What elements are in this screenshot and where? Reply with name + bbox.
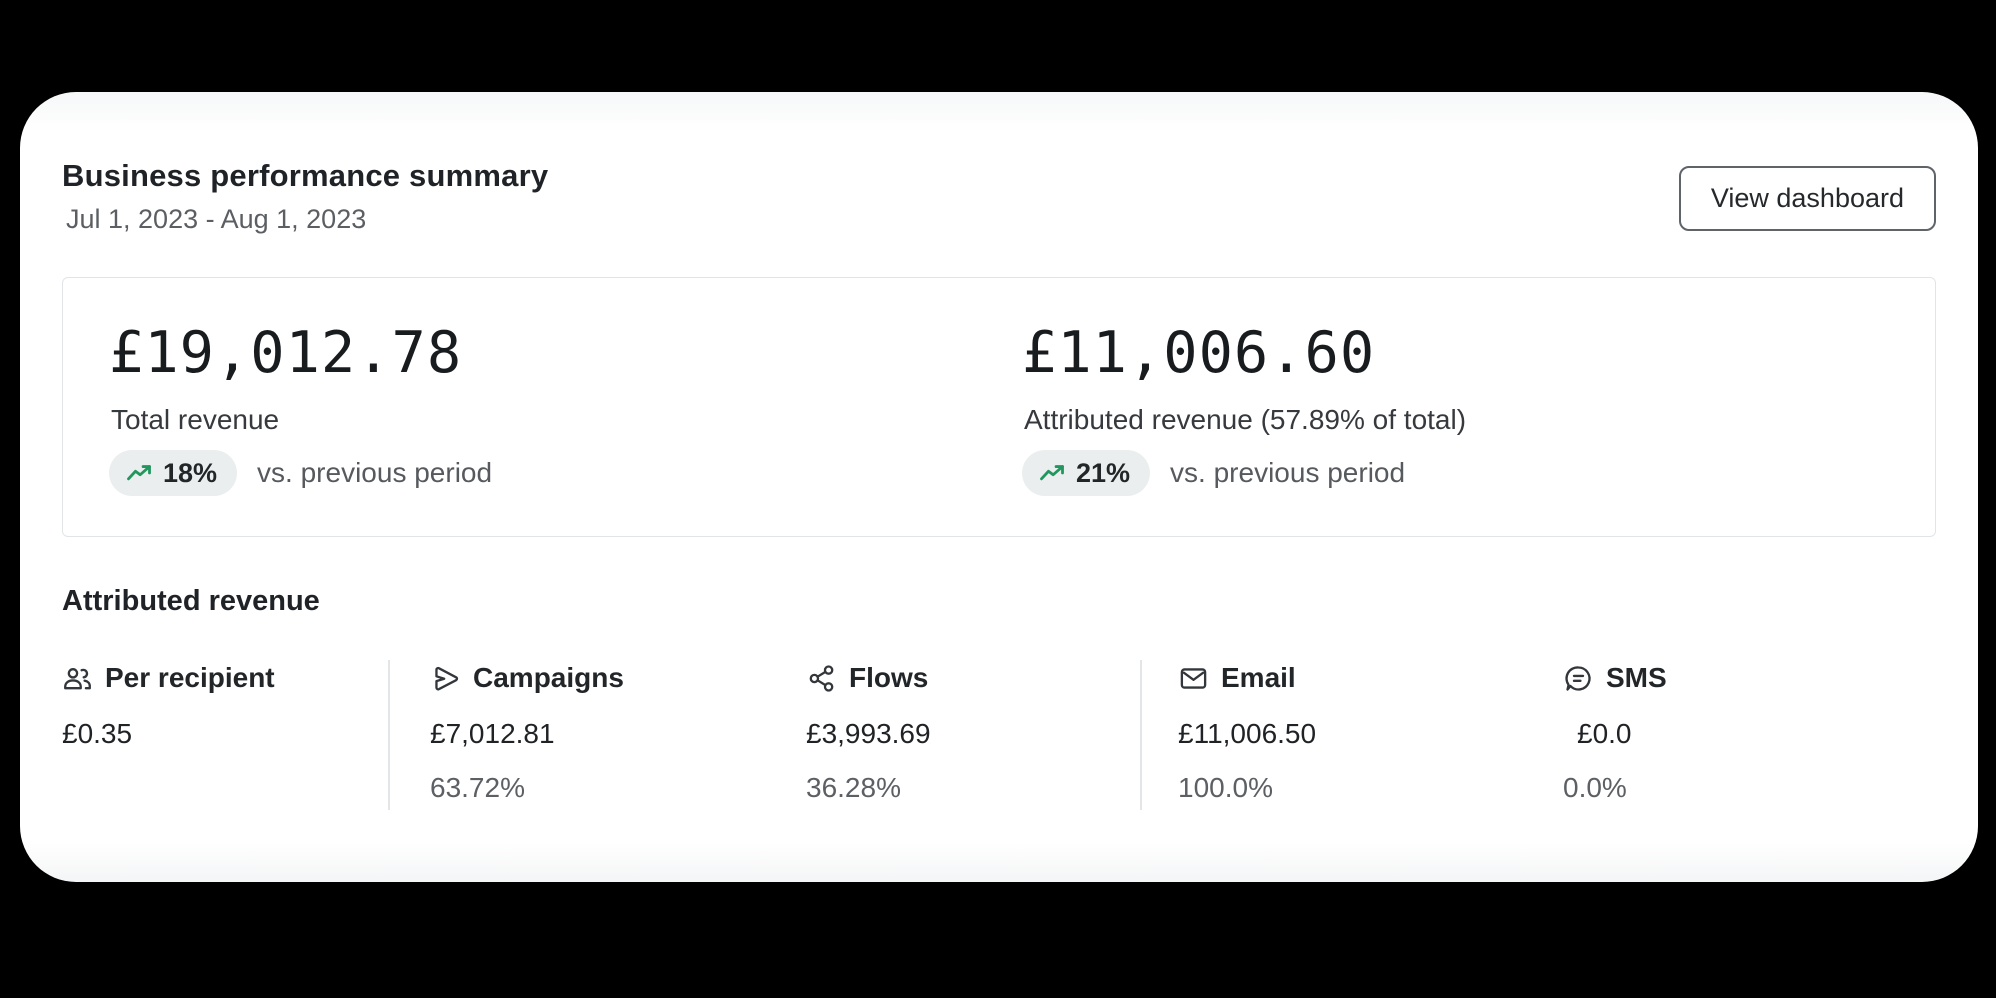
metric-percent: 0.0% (1563, 772, 1627, 803)
metric-label-row: Campaigns (430, 662, 804, 694)
metric-label-row: Email (1178, 662, 1555, 694)
metric-per-recipient: Per recipient £0.35 (62, 660, 388, 810)
metric-email: Email £11,006.50 100.0% (1142, 660, 1555, 810)
metric-value: £3,993.69 (806, 718, 931, 749)
metric-value: £7,012.81 (430, 718, 555, 749)
vertical-divider (388, 660, 390, 810)
business-performance-card: Business performance summary Jul 1, 2023… (20, 92, 1978, 882)
metric-value: £0.35 (62, 718, 133, 749)
header-text: Business performance summary Jul 1, 2023… (62, 158, 548, 235)
sms-icon (1563, 663, 1594, 694)
change-percent: 18% (163, 457, 218, 488)
attributed-revenue-amount: £11,006.60 (1022, 320, 1376, 386)
metric-label-row: Per recipient (62, 662, 388, 694)
metric-value: £0.0 (1577, 718, 1632, 749)
total-revenue-amount: £19,012.78 (109, 320, 463, 386)
metric-sms: SMS £0.0 0.0% (1555, 660, 1936, 810)
card-header: Business performance summary Jul 1, 2023… (62, 158, 1936, 235)
change-badge: 21% (1022, 450, 1151, 496)
trending-up-icon (125, 459, 153, 487)
metric-percent: 100.0% (1178, 772, 1273, 803)
flow-icon (806, 663, 837, 694)
date-range: Jul 1, 2023 - Aug 1, 2023 (66, 204, 367, 234)
metric-label: Per recipient (105, 662, 275, 693)
attributed-revenue-label: Attributed revenue (57.89% of total) (1024, 404, 1467, 435)
change-suffix: vs. previous period (1170, 457, 1406, 488)
users-icon (62, 663, 93, 694)
metric-label-row: SMS (1563, 662, 1936, 694)
metric-flows: Flows £3,993.69 36.28% (804, 660, 1140, 810)
metric-label: Flows (849, 662, 929, 693)
metric-label: SMS (1606, 662, 1667, 693)
metric-percent: 63.72% (430, 772, 525, 803)
send-icon (430, 663, 461, 694)
page-title: Business performance summary (62, 158, 549, 193)
total-revenue-metric: £19,012.78 Total revenue 18% vs. previou… (109, 320, 1022, 536)
attributed-revenue-heading: Attributed revenue (62, 585, 320, 617)
trending-up-icon (1038, 459, 1066, 487)
attributed-metrics-row: Per recipient £0.35 Campaigns £7,012.81 … (62, 660, 1936, 810)
view-dashboard-button[interactable]: View dashboard (1678, 166, 1936, 231)
metric-label-row: Flows (806, 662, 1140, 694)
metric-value: £11,006.50 (1178, 718, 1317, 749)
email-icon (1178, 663, 1209, 694)
attributed-revenue-change-row: 21% vs. previous period (1022, 450, 1935, 496)
total-revenue-change-row: 18% vs. previous period (109, 450, 1022, 496)
vertical-divider (1140, 660, 1142, 810)
revenue-summary-box: £19,012.78 Total revenue 18% vs. previou… (62, 277, 1936, 537)
metric-label: Email (1221, 662, 1296, 693)
change-suffix: vs. previous period (257, 457, 493, 488)
change-badge: 18% (109, 450, 238, 496)
metric-campaigns: Campaigns £7,012.81 63.72% (390, 660, 804, 810)
total-revenue-label: Total revenue (111, 404, 280, 435)
metric-label: Campaigns (473, 662, 624, 693)
metric-percent: 36.28% (806, 772, 901, 803)
change-percent: 21% (1076, 457, 1131, 488)
attributed-revenue-metric: £11,006.60 Attributed revenue (57.89% of… (1022, 320, 1935, 536)
